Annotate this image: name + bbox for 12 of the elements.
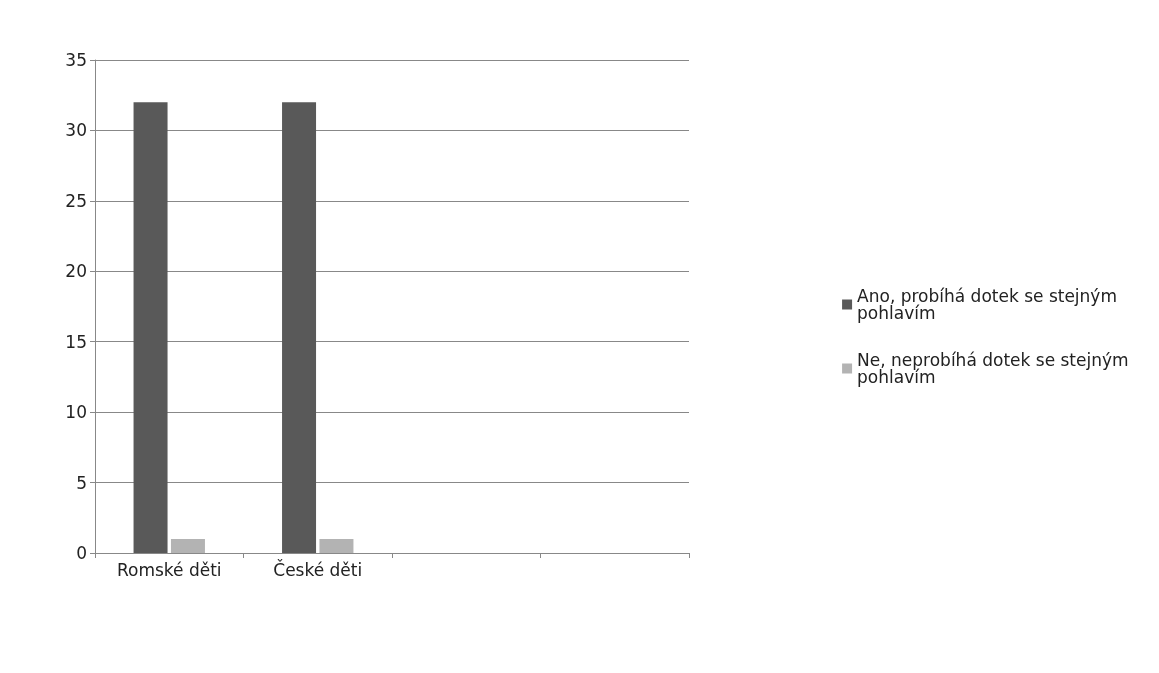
y-tick-label: 30	[65, 120, 87, 141]
y-tick-label: 10	[65, 402, 87, 423]
legend-label: Ne, neprobíhá dotek se stejným pohlavím	[857, 350, 1135, 387]
x-tick-label: Romské děti	[116, 559, 222, 580]
y-tick-label: 25	[65, 190, 87, 211]
y-tick-label: 5	[76, 472, 87, 493]
y-tick-label: 15	[65, 331, 87, 352]
y-tick-label: 20	[65, 261, 87, 282]
legend-label: Ano, probíhá dotek se stejným pohlavím	[857, 286, 1123, 323]
y-tick-label: 35	[65, 50, 87, 70]
y-tick-label: 0	[76, 543, 87, 563]
x-tick-label: České děti	[273, 558, 363, 580]
